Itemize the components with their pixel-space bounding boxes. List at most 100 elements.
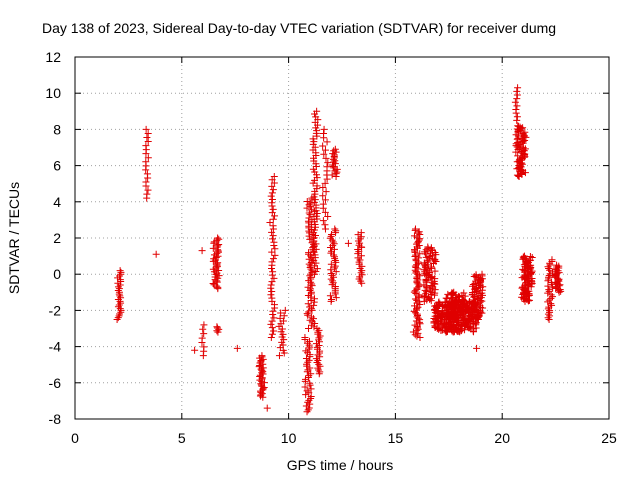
data-point [304, 292, 312, 300]
data-point [307, 385, 315, 393]
data-point [470, 314, 478, 322]
data-point [308, 313, 316, 321]
data-point [409, 328, 417, 336]
data-point [304, 300, 312, 308]
y-tick-label: -2 [49, 302, 62, 318]
data-point [329, 150, 337, 158]
data-point [548, 256, 556, 264]
data-point [513, 116, 521, 124]
data-point [427, 244, 435, 252]
data-point [271, 245, 279, 253]
data-point [319, 217, 327, 225]
data-point [513, 95, 521, 103]
data-point [332, 268, 340, 276]
data-point [431, 302, 439, 310]
data-point [267, 320, 275, 328]
data-point [117, 306, 125, 314]
data-point [143, 190, 151, 198]
data-point [152, 250, 160, 258]
x-tick-label: 15 [388, 430, 404, 446]
data-point [113, 315, 121, 323]
data-point [307, 393, 315, 401]
data-point [306, 379, 314, 387]
data-point [546, 307, 554, 315]
data-point [313, 325, 321, 332]
data-point [520, 254, 528, 262]
data-point [512, 105, 520, 113]
data-point [269, 222, 277, 230]
data-point [269, 235, 277, 243]
tick-labels: 0 5 10 15 20 25 -8 -6 -4 -2 0 2 4 6 8 10 12 [45, 49, 617, 446]
data-point [547, 291, 555, 299]
data-point [200, 330, 208, 338]
data-point [553, 261, 561, 269]
data-point [327, 295, 335, 303]
data-point [472, 271, 480, 279]
data-point [526, 253, 534, 261]
data-point [305, 201, 313, 209]
data-point [327, 270, 335, 278]
data-point [519, 167, 527, 175]
data-point [268, 294, 276, 302]
data-point [324, 159, 332, 167]
data-point [519, 137, 527, 145]
x-tick-label: 5 [178, 430, 186, 446]
data-point [313, 107, 321, 115]
chart-title: Day 138 of 2023, Sidereal Day-to-day VTE… [42, 20, 556, 36]
data-point [331, 264, 339, 272]
data-point [549, 293, 557, 301]
data-point [301, 334, 309, 342]
data-point [322, 154, 330, 162]
data-point [428, 273, 436, 281]
data-point [321, 221, 329, 229]
data-point [306, 303, 314, 311]
data-point [267, 281, 275, 289]
data-point [270, 327, 278, 335]
data-point [435, 298, 443, 306]
y-tick-label: -4 [49, 339, 62, 355]
data-point [305, 308, 313, 316]
data-point [267, 192, 275, 200]
data-point [544, 277, 552, 285]
data-point [410, 232, 418, 240]
data-point [200, 321, 208, 329]
data-point [545, 286, 553, 294]
data-point [259, 364, 267, 372]
data-point [327, 260, 335, 268]
data-point [329, 155, 337, 163]
data-point [306, 199, 314, 207]
data-point [450, 288, 458, 296]
data-point [321, 146, 329, 154]
y-tick-label: 4 [53, 194, 61, 210]
data-point [266, 218, 274, 226]
data-point [213, 260, 221, 268]
data-point [117, 268, 125, 276]
data-point [321, 208, 329, 216]
data-point [478, 270, 486, 278]
x-tick-label: 10 [281, 430, 297, 446]
data-point [308, 280, 316, 288]
plot-border [74, 56, 610, 420]
data-point [427, 264, 435, 272]
y-tick-label: -6 [49, 375, 62, 391]
data-point [144, 186, 152, 194]
data-point [323, 138, 331, 146]
data-point [545, 265, 553, 273]
data-point [478, 309, 486, 317]
data-point [269, 186, 277, 194]
data-point [412, 225, 420, 233]
y-tick-label: 8 [53, 121, 61, 137]
data-point [309, 244, 317, 252]
data-point [233, 344, 241, 352]
data-point [307, 288, 315, 296]
data-point [460, 289, 468, 297]
data-point [515, 122, 523, 130]
data-point [267, 334, 275, 342]
data-point [331, 145, 339, 153]
x-tick-label: 0 [71, 430, 79, 446]
data-point [209, 279, 217, 287]
data-point [357, 229, 365, 237]
x-tick-label: 25 [601, 430, 617, 446]
data-point [270, 274, 278, 282]
